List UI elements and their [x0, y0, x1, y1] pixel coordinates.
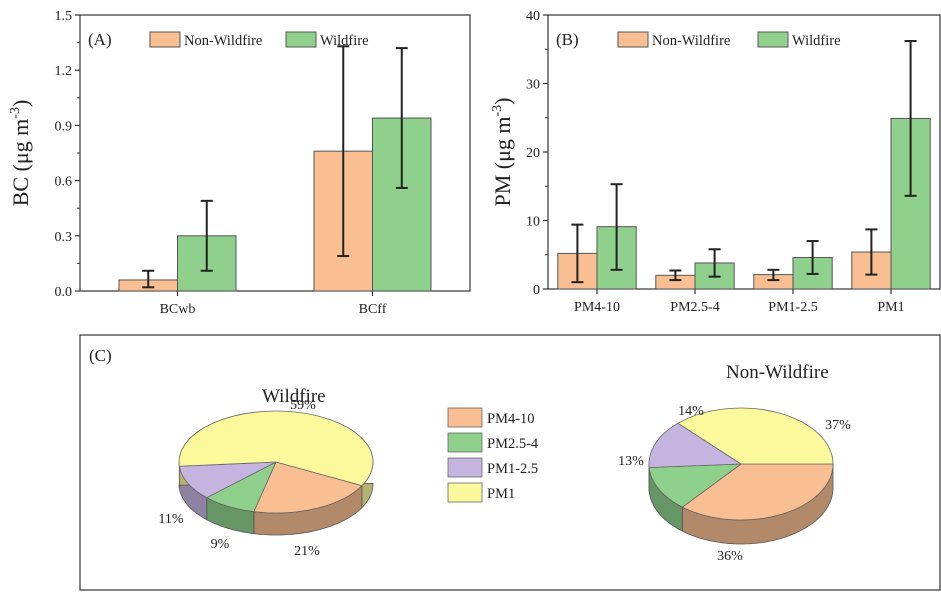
- y-axis-label: BC (μg m-3): [8, 100, 33, 207]
- pie-wildfire: Wildfire 21% 9% 11% 59%: [158, 386, 374, 559]
- y-tick-label: 1.2: [55, 64, 73, 79]
- pie-pct-label: 36%: [717, 549, 743, 564]
- bar-chart-b: 0 10 20 30 40 PM (μg m-3) PM4-10 PM2.5-4 PM1-2.5…: [490, 9, 941, 315]
- y-tick-label: 1.5: [55, 9, 73, 24]
- x-tick-label: PM1-2.5: [768, 300, 817, 315]
- pie-pct-label: 37%: [825, 418, 851, 433]
- y-axis-label: PM (μg m-3): [490, 97, 515, 206]
- legend-label: Wildfire: [320, 33, 369, 49]
- pie-title: Wildfire: [262, 386, 326, 407]
- legend-swatch: [757, 31, 789, 48]
- pie-pct-label: 9%: [211, 537, 230, 552]
- pie-pct-label: 13%: [618, 454, 644, 469]
- y-tick-label: 0.3: [55, 230, 73, 245]
- pie-title: Non-Wildfire: [726, 362, 829, 383]
- panel-label: (B): [556, 30, 579, 49]
- pie-pct-label: 14%: [678, 404, 704, 419]
- legend-swatch: [447, 457, 483, 478]
- legend-label: Non-Wildfire: [652, 33, 730, 49]
- legend-swatch: [447, 482, 483, 503]
- y-tick-label: 0: [533, 283, 540, 298]
- legend-swatch: [617, 31, 649, 48]
- x-tick-label: PM4-10: [574, 300, 620, 315]
- x-tick-label: BCff: [359, 302, 387, 317]
- y-tick-label: 30: [526, 78, 540, 93]
- y-tick-label: 20: [526, 146, 540, 161]
- x-tick-label: PM2.5-4: [670, 300, 719, 315]
- y-tick-label: 40: [526, 9, 540, 24]
- y-tick-label: 0.9: [55, 119, 73, 134]
- legend-label: PM1-2.5: [487, 461, 538, 477]
- legend-swatch: [447, 407, 483, 428]
- legend-label: Wildfire: [792, 33, 841, 49]
- bar-chart-a: 0.0 0.3 0.6 0.9 1.2 1.5 BC (μg m-3) BCwb BCff (A)…: [8, 9, 471, 317]
- pie-panel: (C) PM4-10 PM2.5-4 PM1-2.5 PM1 Wildfire 21% 9% 1…: [79, 334, 941, 591]
- pie-slice-pm4-10: [253, 461, 363, 514]
- legend-label: Non-Wildfire: [184, 33, 262, 49]
- legend-swatch: [149, 31, 181, 48]
- panel-label: (A): [88, 30, 112, 49]
- y-tick-label: 0.6: [55, 175, 73, 190]
- pie-pct-label: 11%: [158, 512, 183, 527]
- legend-swatch: [285, 31, 317, 48]
- pie-slice-pm2.5-4: [648, 463, 743, 508]
- y-tick-label: 0.0: [55, 285, 73, 300]
- legend-label: PM2.5-4: [487, 436, 539, 452]
- pie-slice-pm1: [677, 407, 834, 465]
- x-tick-label: PM1: [877, 300, 904, 315]
- pie-pct-label: 21%: [294, 544, 320, 559]
- legend-swatch: [447, 432, 483, 453]
- panel-label: (C): [89, 346, 112, 365]
- pie-pct-label: 59%: [290, 398, 316, 413]
- pie-slice-pm1: [178, 410, 374, 487]
- x-tick-label: BCwb: [160, 302, 196, 317]
- y-tick-label: 10: [526, 215, 540, 230]
- pie-slice-pm1-2.5: [648, 422, 743, 468]
- pie-nonwildfire: Non-Wildfire 36% 13% 14% 37%: [618, 362, 851, 564]
- pie-slice-pm1-2.5: [178, 461, 277, 499]
- legend-label: PM1: [487, 486, 515, 502]
- pie-slice-pm4-10: [681, 463, 834, 521]
- pie-frame: [79, 334, 941, 591]
- legend-label: PM4-10: [487, 411, 535, 427]
